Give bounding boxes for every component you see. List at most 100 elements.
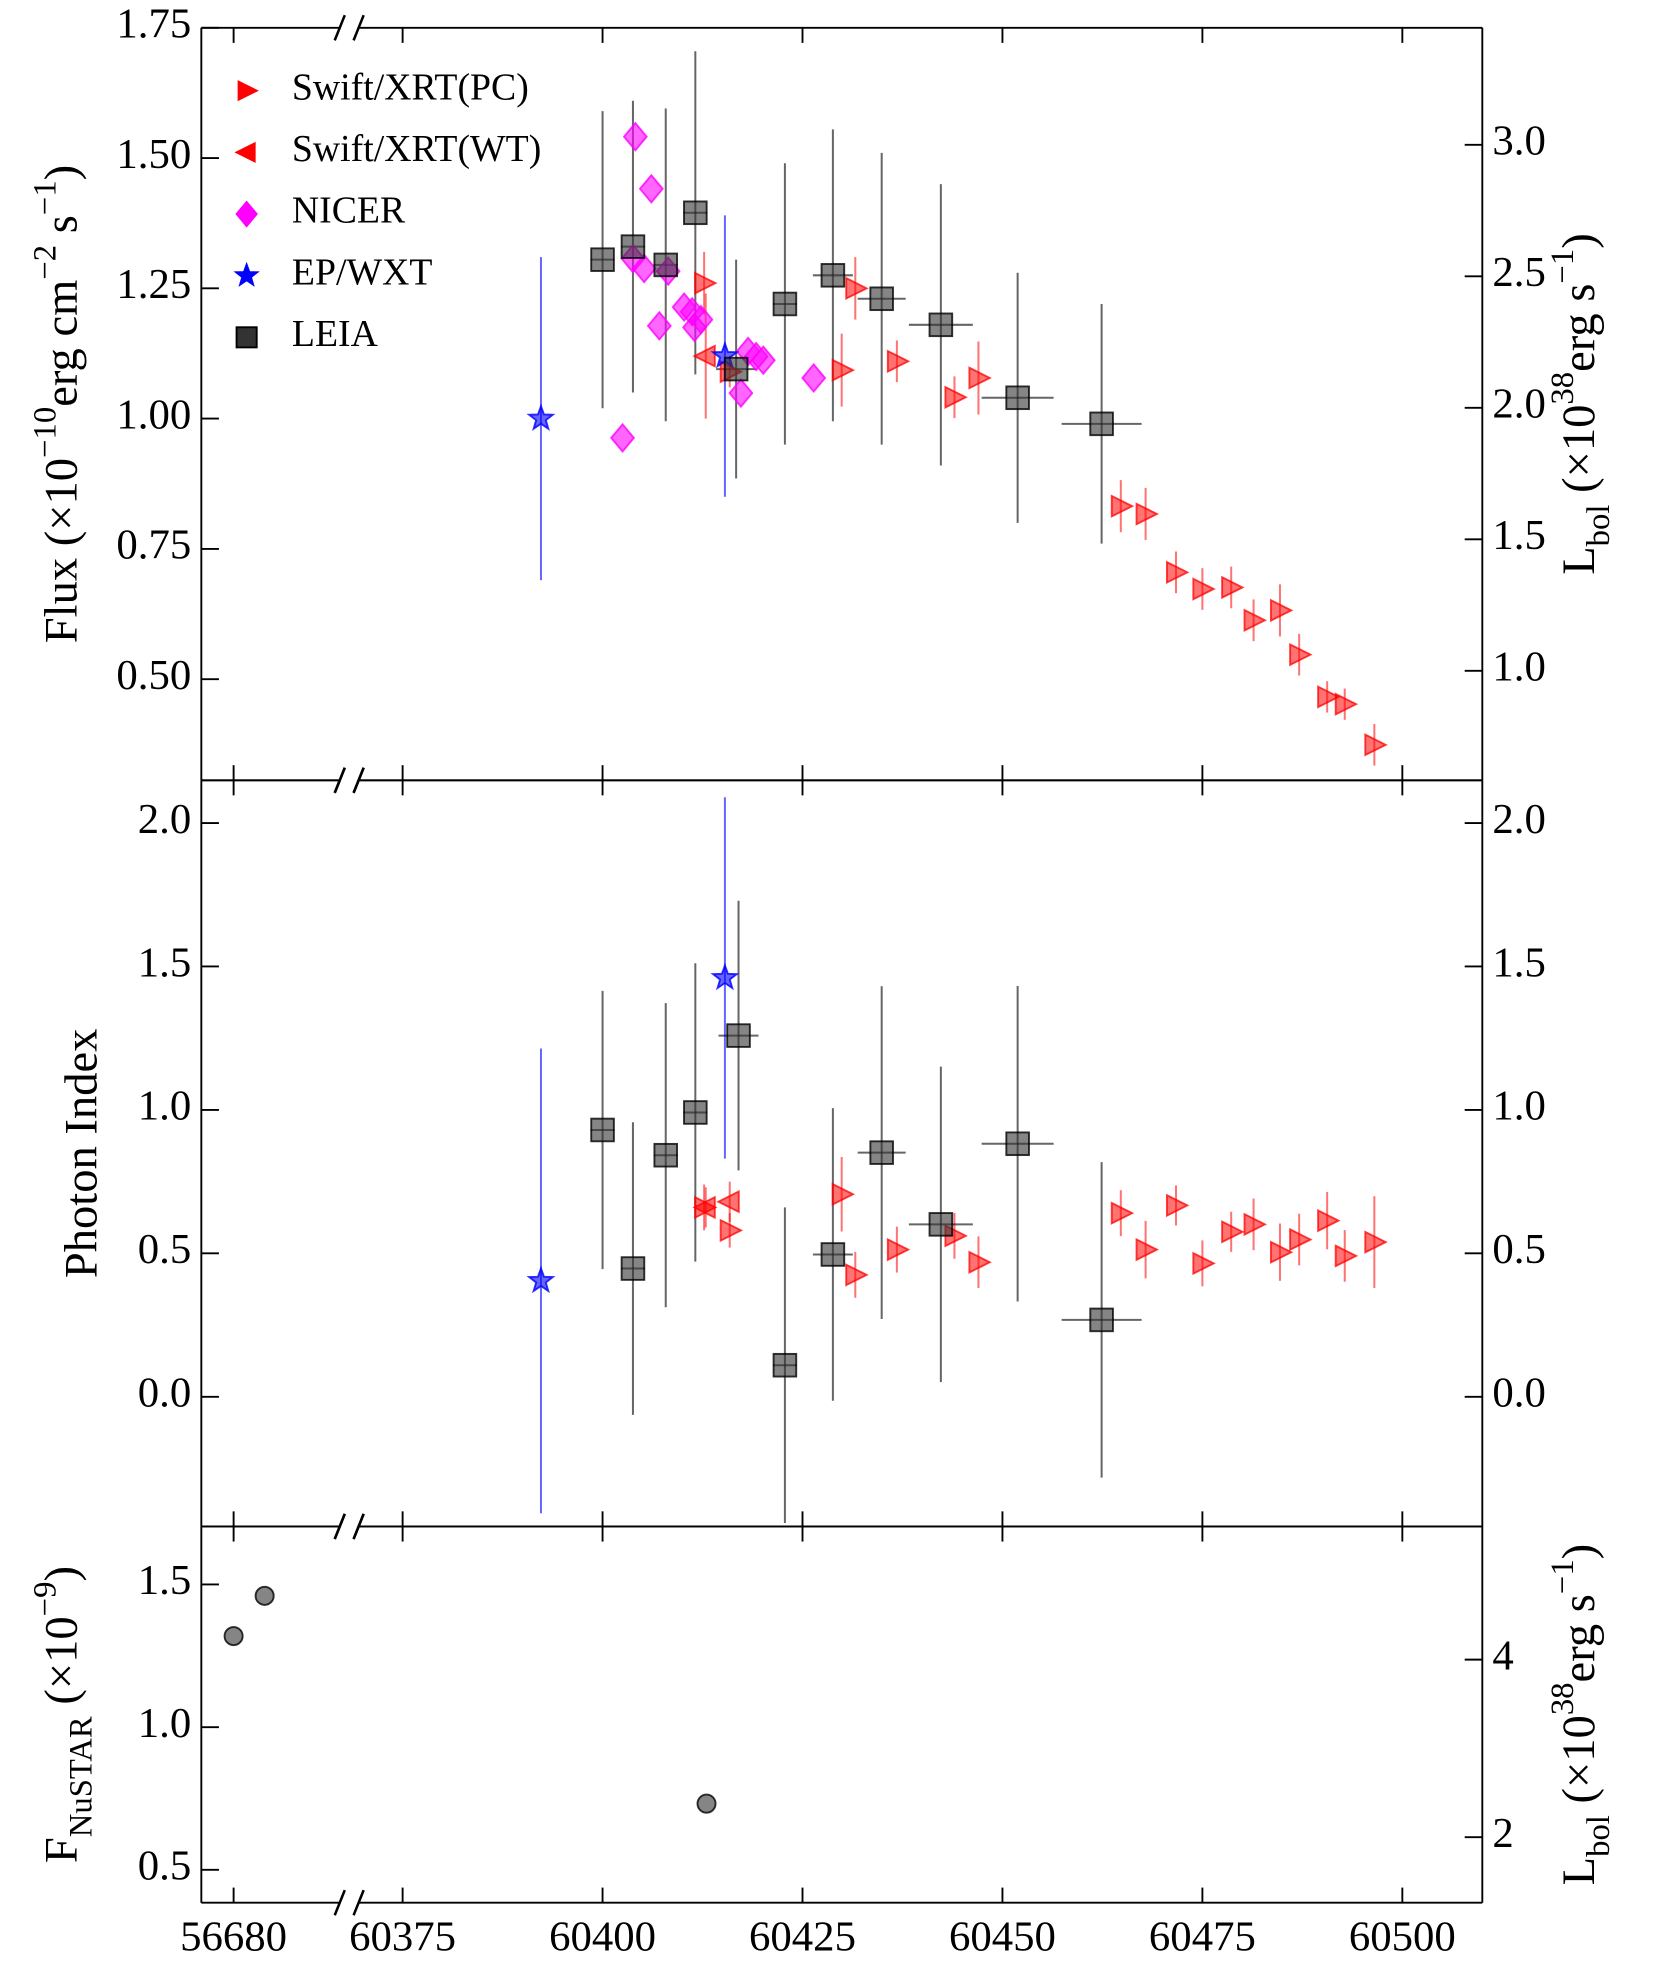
marker bbox=[845, 1263, 869, 1287]
marker bbox=[710, 962, 740, 991]
y2-tick-label: 0.5 bbox=[1492, 1226, 1545, 1273]
y2-tick-label: 4 bbox=[1492, 1632, 1513, 1679]
marker bbox=[820, 1242, 846, 1267]
y2-tick-label: 3.0 bbox=[1492, 118, 1545, 165]
marker bbox=[1317, 1208, 1341, 1233]
marker bbox=[620, 1256, 646, 1281]
plot-area bbox=[526, 51, 1388, 766]
marker bbox=[590, 247, 615, 272]
axis-break bbox=[333, 14, 346, 41]
x-tick-label: 60500 bbox=[1349, 1913, 1456, 1960]
marker bbox=[801, 362, 827, 394]
legend-label: NICER bbox=[292, 190, 406, 232]
marker bbox=[728, 378, 754, 409]
marker bbox=[646, 310, 672, 341]
label-part: Flux (×10 bbox=[36, 458, 87, 643]
plot-area bbox=[526, 797, 1388, 1524]
marker bbox=[1089, 411, 1114, 437]
marker bbox=[716, 1189, 740, 1214]
y-tick-label: 1.0 bbox=[138, 1700, 191, 1747]
marker bbox=[1243, 1212, 1268, 1237]
y-axis-label: Photon Index bbox=[56, 1029, 107, 1279]
marker bbox=[772, 1352, 798, 1378]
y-tick-label: 1.5 bbox=[138, 1557, 191, 1604]
label-part: (×10 bbox=[1554, 405, 1605, 505]
label-part: −2 bbox=[27, 245, 63, 280]
marker bbox=[1289, 1227, 1313, 1252]
marker bbox=[223, 1626, 244, 1647]
marker bbox=[1221, 1220, 1245, 1244]
label-part: bol bbox=[1580, 1815, 1616, 1857]
marker bbox=[886, 1237, 911, 1262]
y-tick-label: 0.75 bbox=[116, 522, 191, 569]
label-part: F bbox=[36, 1837, 87, 1863]
marker bbox=[1005, 385, 1030, 411]
marker bbox=[1221, 575, 1245, 600]
legend-marker bbox=[233, 261, 260, 287]
marker bbox=[1192, 577, 1216, 601]
marker bbox=[1089, 1307, 1114, 1333]
marker bbox=[1110, 494, 1135, 518]
label-part: (×10 bbox=[36, 1616, 87, 1716]
marker bbox=[692, 1195, 716, 1220]
label-part: bol bbox=[1580, 505, 1616, 547]
label-part: ) bbox=[1554, 233, 1605, 249]
marker bbox=[928, 312, 954, 338]
axis-break bbox=[352, 14, 365, 41]
marker bbox=[869, 286, 894, 312]
legend-label: EP/WXT bbox=[292, 251, 433, 293]
legend-label: Swift/XRT(PC) bbox=[292, 66, 529, 108]
axis-break bbox=[333, 1889, 346, 1916]
axis-break bbox=[333, 767, 346, 794]
label-part: 38 bbox=[1544, 1682, 1580, 1715]
label-part: ) bbox=[36, 1566, 87, 1582]
marker bbox=[1243, 608, 1268, 633]
x-tick-label: 60400 bbox=[549, 1913, 656, 1960]
x-tick-label: 60450 bbox=[949, 1913, 1056, 1960]
marker bbox=[1192, 1251, 1216, 1276]
y-tick-label: 0.5 bbox=[138, 1843, 191, 1890]
label-part: −1 bbox=[27, 180, 63, 215]
marker bbox=[683, 200, 708, 226]
label-part: (×10 bbox=[1554, 1715, 1605, 1815]
marker bbox=[1135, 1237, 1160, 1262]
y2-axis-label: Lbol (×1038erg s−1) bbox=[1544, 233, 1616, 575]
y-tick-label: 1.00 bbox=[116, 391, 191, 438]
y2-tick-label: 2.0 bbox=[1492, 381, 1545, 428]
label-part: −10 bbox=[27, 407, 63, 458]
y2-tick-label: 2 bbox=[1492, 1810, 1513, 1857]
marker bbox=[254, 1585, 275, 1606]
legend-label: LEIA bbox=[292, 313, 378, 355]
y-tick-label: 1.50 bbox=[116, 131, 191, 178]
y2-tick-label: 1.5 bbox=[1492, 512, 1545, 559]
marker bbox=[1110, 1201, 1135, 1225]
x-tick-label: 56680 bbox=[180, 1913, 287, 1960]
marker bbox=[726, 1023, 751, 1048]
y-tick-label: 1.75 bbox=[116, 1, 191, 48]
label-part: erg cm bbox=[36, 280, 87, 407]
marker bbox=[928, 1212, 954, 1237]
legend-marker bbox=[235, 200, 258, 228]
marker bbox=[631, 253, 657, 284]
marker bbox=[719, 1218, 744, 1243]
legend-marker bbox=[237, 80, 259, 102]
label-part: ) bbox=[1554, 1544, 1605, 1560]
marker bbox=[653, 252, 679, 278]
axis-break bbox=[352, 1889, 365, 1916]
label-part: −1 bbox=[1544, 249, 1580, 284]
y-tick-label: 0.0 bbox=[138, 1370, 191, 1417]
y2-axis-label: Lbol (×1038erg s−1) bbox=[1544, 1544, 1616, 1886]
marker bbox=[968, 366, 992, 390]
marker bbox=[688, 304, 714, 335]
marker bbox=[696, 1793, 717, 1814]
y2-tick-label: 2.5 bbox=[1492, 249, 1545, 296]
marker bbox=[944, 385, 968, 409]
marker bbox=[653, 1142, 679, 1168]
y-axis-label: Flux (×10−10erg cm−2 s−1) bbox=[27, 165, 87, 643]
marker bbox=[1135, 502, 1160, 526]
label-part: −1 bbox=[1544, 1559, 1580, 1594]
label-part: L bbox=[1554, 1857, 1605, 1885]
marker bbox=[886, 349, 911, 374]
marker bbox=[968, 1250, 992, 1274]
